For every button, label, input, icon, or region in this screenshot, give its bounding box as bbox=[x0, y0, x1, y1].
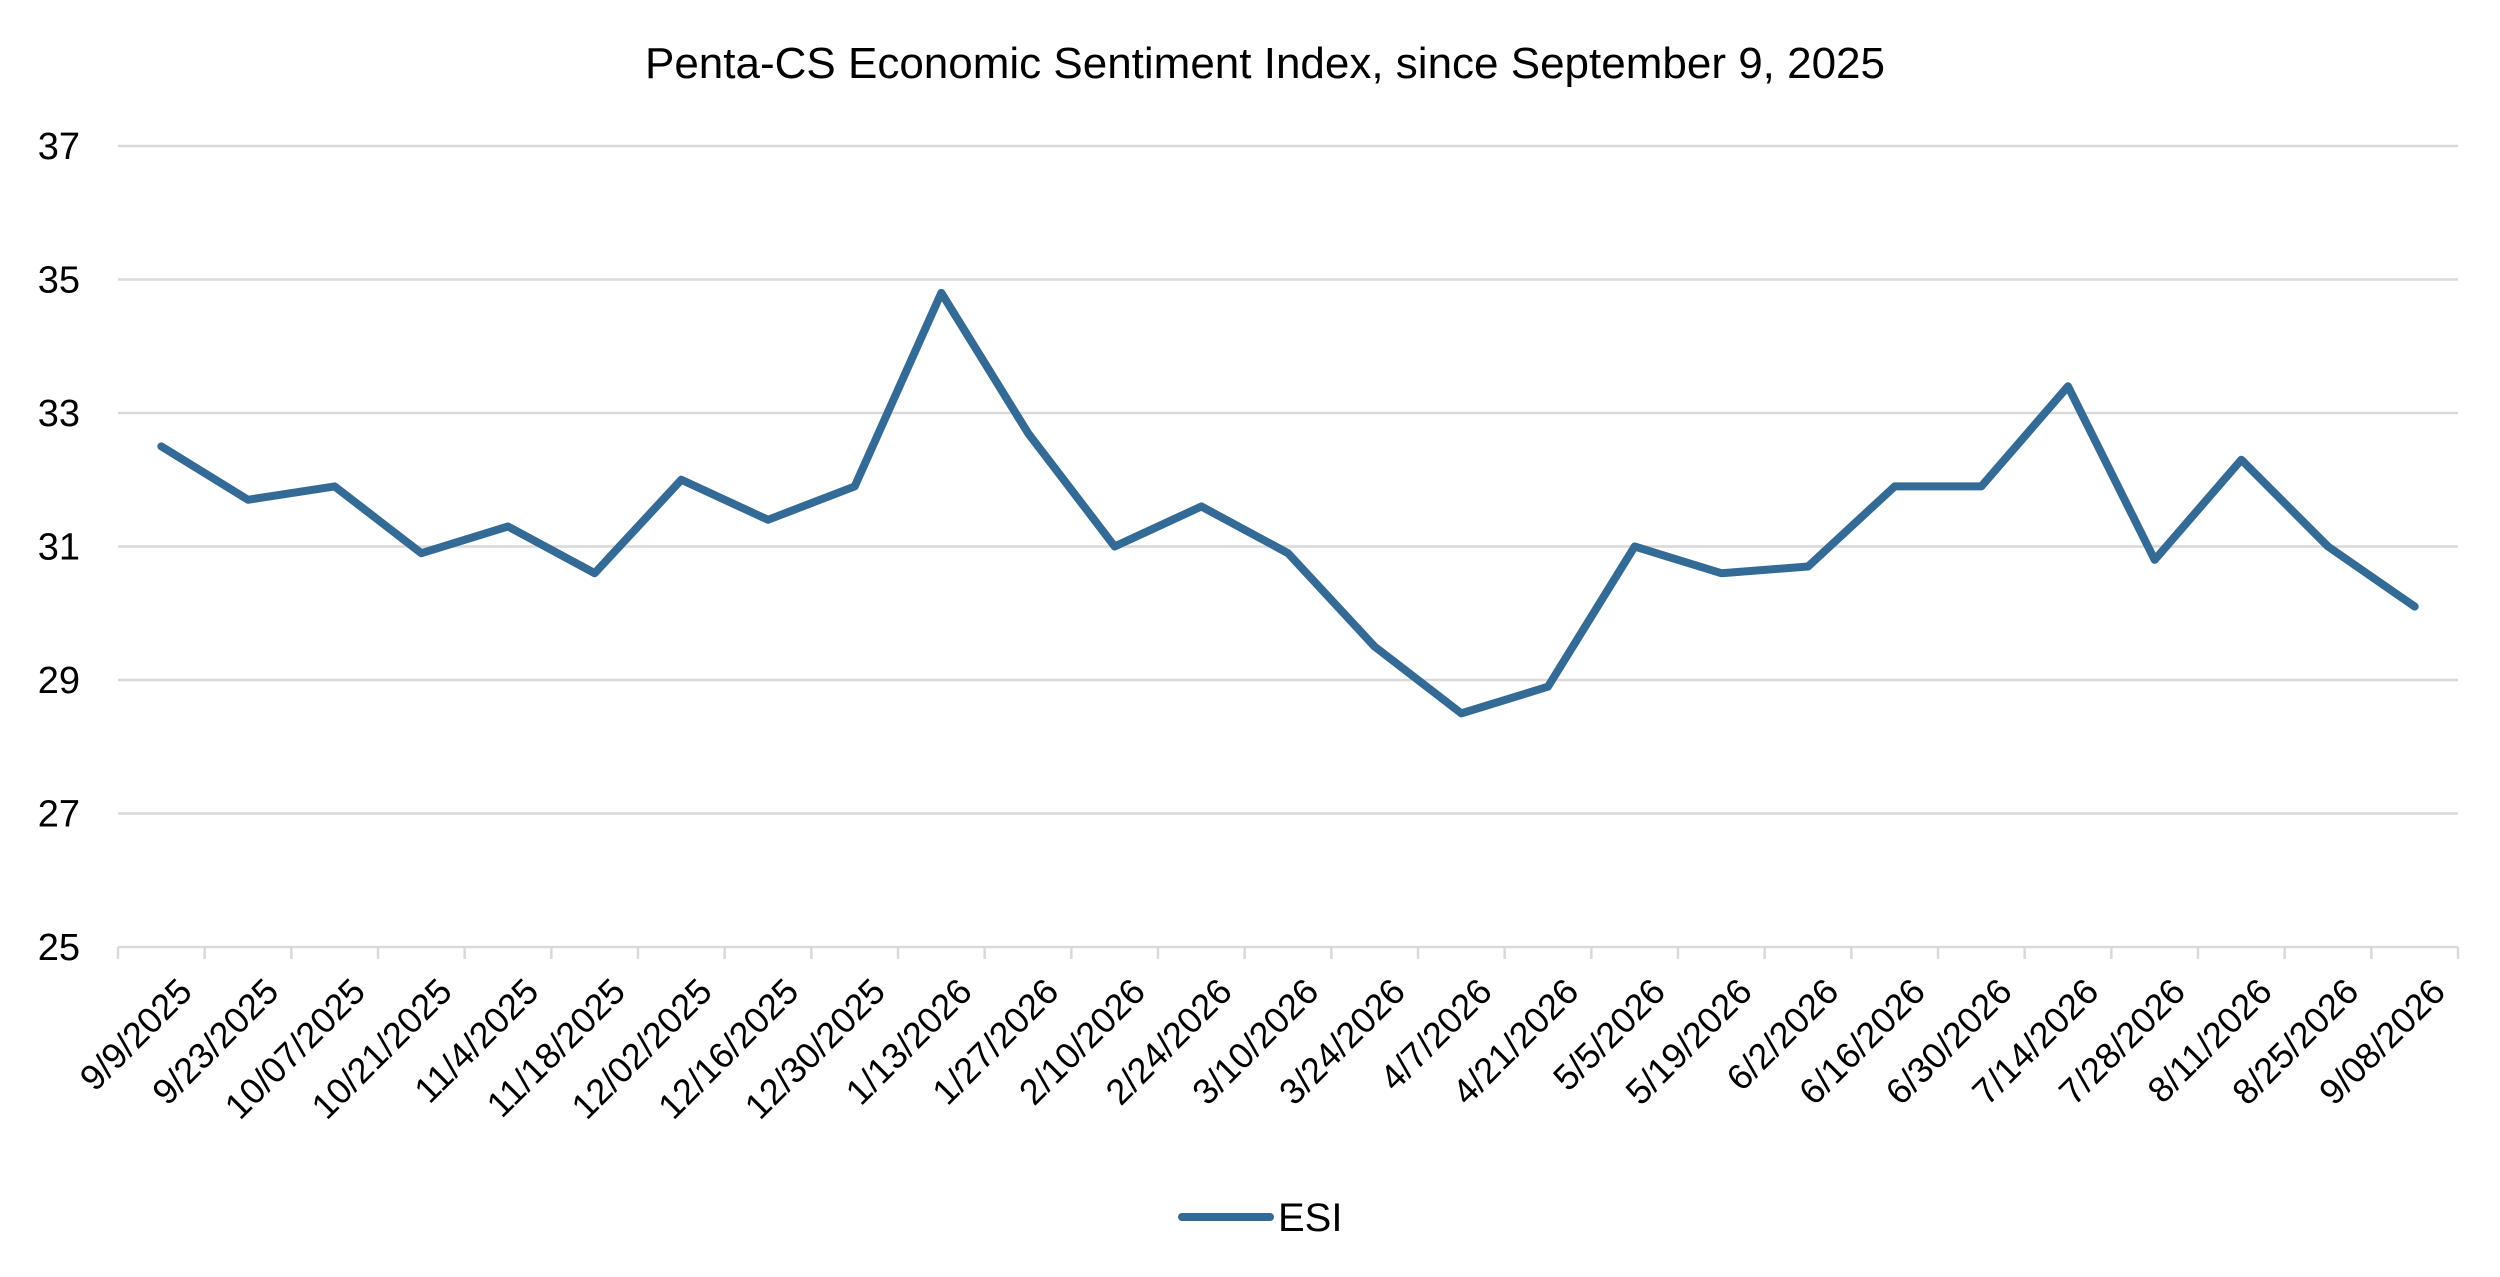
y-axis: 25 27 29 31 33 35 37 bbox=[38, 126, 80, 969]
y-tick-label: 33 bbox=[38, 393, 80, 435]
y-tick-label: 25 bbox=[38, 927, 80, 969]
series-layer bbox=[157, 288, 2419, 718]
chart-title: Penta-CS Economic Sentiment Index, since… bbox=[645, 39, 1885, 88]
x-axis: 9/9/20259/23/202510/07/202510/21/202511/… bbox=[72, 945, 2460, 1127]
series-line-esi bbox=[157, 288, 2419, 718]
y-tick-label: 31 bbox=[38, 527, 80, 569]
legend: ESI bbox=[1178, 1196, 1342, 1240]
y-tick-label: 27 bbox=[38, 794, 80, 836]
gridlines bbox=[118, 144, 2458, 815]
y-tick-label: 37 bbox=[38, 126, 80, 168]
y-tick-label: 29 bbox=[38, 660, 80, 702]
y-tick-label: 35 bbox=[38, 260, 80, 302]
legend-label: ESI bbox=[1278, 1196, 1342, 1240]
